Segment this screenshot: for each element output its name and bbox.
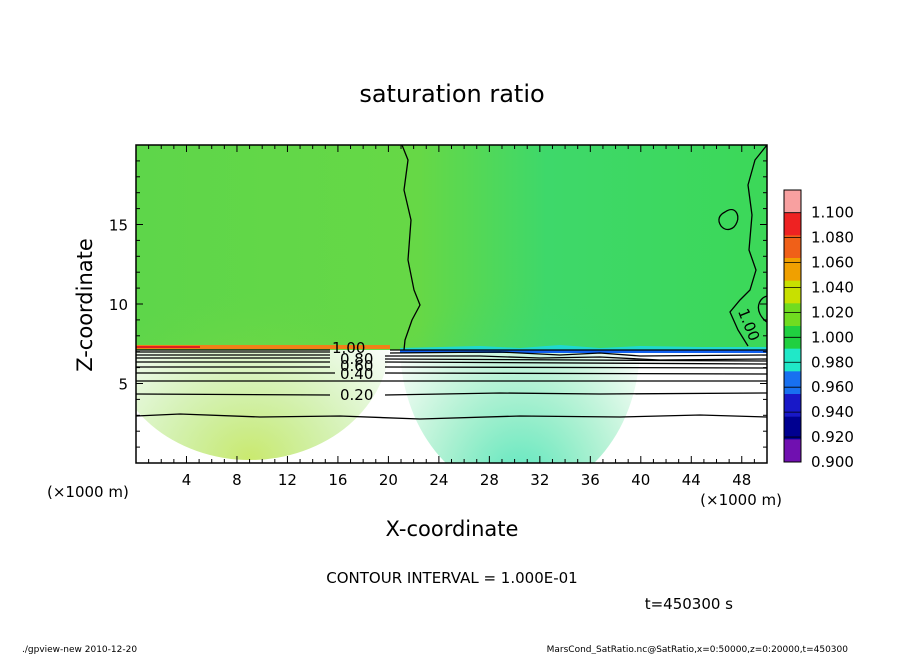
x-tick-label: 8 [232,471,242,489]
y-axis: 5 10 15 [109,160,767,448]
x-tick-label: 44 [682,471,701,489]
contour-lines [136,145,767,420]
x-tick-label: 28 [480,471,499,489]
colorbar-label: 1.040 [811,278,854,296]
contour-line-0-40 [136,372,767,375]
contour-label: 1.00 [332,339,365,357]
colorbar-label: 1.000 [811,328,854,346]
colorbar-label: 0.940 [811,403,854,421]
footer-right-note: MarsCond_SatRatio.nc@SatRatio,x=0:50000,… [547,645,849,654]
y-axis-label: Z-coordinate [73,238,97,372]
y-tick-label: 10 [109,296,128,314]
x-unit-note-right: (×1000 m) [700,491,782,509]
chart-title: saturation ratio [359,80,544,108]
contour-label: 0.80 [340,350,373,368]
x-tick-label: 32 [530,471,549,489]
contour-label: 0.40 [340,365,373,383]
colorbar-swatch [784,212,801,236]
colorbar-swatch [784,348,801,372]
colorbar-swatch [784,280,801,304]
colorbar-label: 1.100 [811,204,854,222]
contour-line-0-70 [136,357,767,362]
colorbar-label: 0.960 [811,378,854,396]
colorbar-swatch [784,439,801,463]
colorbar-swatch [784,190,801,214]
footer-left-note: ./gpview-new 2010-12-20 [22,645,137,654]
interface-red-band [136,346,200,348]
x-tick-label: 24 [429,471,448,489]
colorbar: 1.100 1.080 1.060 1.040 1.020 1.000 0.980 0.960… [783,189,854,471]
interface-cyan-band [400,345,767,350]
x-axis: 4 8 12 16 20 24 28 32 36 40 44 48 [148,145,755,489]
time-stamp: t=450300 s [645,595,733,613]
plot-area: 1.00 0.80 0.60 0.40 0.20 1.00 [136,145,767,463]
x-tick-label: 20 [379,471,398,489]
contour-line-1-00-edge [757,295,767,323]
colorbar-swatch [784,258,801,282]
colorbar-label: 1.080 [811,229,854,247]
x-axis-label: X-coordinate [386,517,519,541]
colorbar-swatch [784,235,801,259]
x-tick-label: 36 [581,471,600,489]
contour-line-0-20 [136,392,767,396]
colorbar-label: 0.920 [811,428,854,446]
colorbar-label: 0.900 [811,453,854,471]
contour-line-0-90 [136,351,767,357]
contour-interval-note: CONTOUR INTERVAL = 1.000E-01 [326,569,577,587]
colorbar-label: 0.980 [811,353,854,371]
subsaturated-core-fill [400,195,640,463]
colorbar-label: 1.060 [811,254,854,272]
contour-line-0-10 [136,413,767,420]
colorbar-swatch [784,394,801,418]
x-tick-label: 4 [182,471,192,489]
supersaturated-ridge-fill [136,220,390,460]
contour-line-1-00-right [729,145,767,347]
contour-line-0-60 [136,361,767,365]
x-tick-label: 48 [732,471,751,489]
contour-line-1-00-closed [718,208,739,231]
contour-line-0-50 [136,366,767,369]
colorbar-swatch [784,303,801,327]
x-unit-note-left: (×1000 m) [47,483,129,501]
x-tick-label: 40 [631,471,650,489]
x-tick-label: 16 [328,471,347,489]
contour-label: 0.20 [340,386,373,404]
colorbar-swatch [784,416,801,440]
colorbar-label: 1.020 [811,303,854,321]
contour-label: 0.60 [340,357,373,375]
contour-line-0-80 [136,354,767,361]
contour-label-group: 1.00 0.80 0.60 0.40 0.20 1.00 [332,306,763,404]
x-tick-label: 12 [278,471,297,489]
colorbar-swatch [784,371,801,395]
y-tick-label: 5 [118,376,128,394]
contour-line-1-00-vertical [401,145,421,351]
y-tick-label: 15 [109,217,128,235]
